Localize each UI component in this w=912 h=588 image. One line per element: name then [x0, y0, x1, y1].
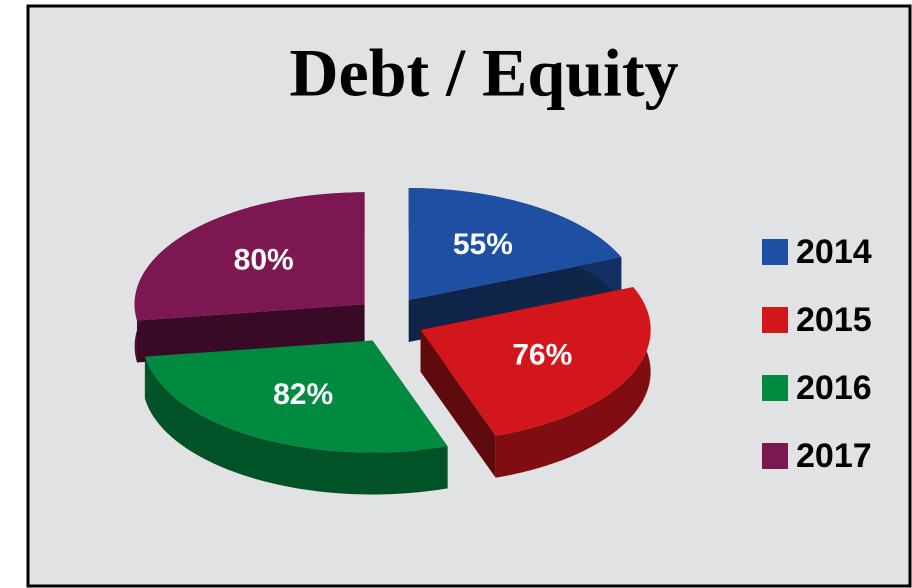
legend-label: 2017	[796, 437, 872, 475]
legend-swatch	[762, 375, 788, 401]
data-label: 55%	[453, 228, 513, 261]
slice-wall	[495, 287, 651, 478]
data-label: 76%	[512, 338, 572, 371]
legend: 2014 2015 2016 2017	[762, 233, 872, 475]
slice-side	[420, 329, 496, 478]
legend-swatch	[762, 307, 788, 333]
data-label: 82%	[273, 378, 333, 411]
data-label: 80%	[234, 244, 294, 277]
slice-side	[408, 257, 622, 343]
slice-wall	[144, 356, 448, 495]
pie-tops	[134, 188, 651, 453]
pie-slice	[144, 340, 448, 453]
chart-title: Debt / Equity	[289, 35, 678, 111]
legend-swatch	[762, 443, 788, 469]
pie-slice	[134, 192, 365, 321]
legend-label: 2014	[796, 233, 872, 271]
pie-labels: 55% 76% 82% 80%	[234, 228, 573, 411]
pie-slice	[420, 287, 651, 436]
pie-slice	[408, 188, 622, 301]
legend-swatch	[762, 239, 788, 265]
legend-label: 2016	[796, 369, 872, 407]
legend-label: 2015	[796, 301, 872, 339]
